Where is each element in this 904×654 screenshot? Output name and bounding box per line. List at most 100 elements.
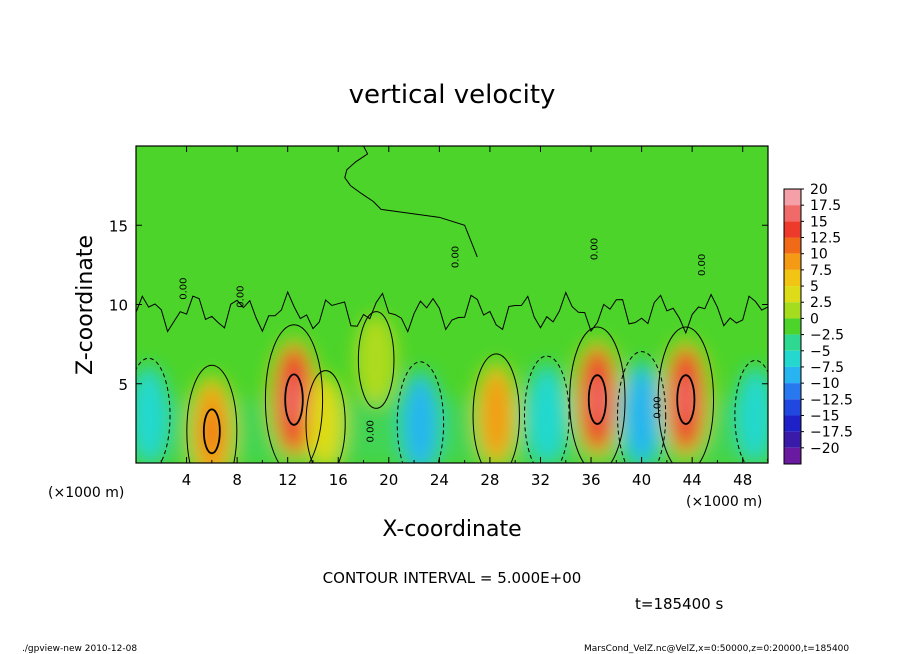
- y-axis-label: Z-coordinate: [73, 235, 98, 375]
- x-tick-label: 24: [430, 471, 449, 489]
- contour-line: [472, 353, 520, 463]
- colorbar: 2017.51512.5107.552.50−2.5−5−7.5−10−12.5…: [783, 182, 853, 465]
- colorbar-swatch: [784, 415, 801, 432]
- x-tick-label: 44: [683, 471, 702, 489]
- colorbar-label: −15: [810, 408, 840, 424]
- contour-interval: CONTOUR INTERVAL = 5.000E+00: [323, 569, 582, 587]
- contour-line: [657, 326, 715, 463]
- colorbar-swatch: [784, 221, 801, 238]
- colorbar-swatch: [784, 269, 801, 287]
- colorbar-label: −12.5: [810, 392, 853, 408]
- contour-line: [357, 311, 395, 409]
- x-tick-label: 8: [232, 471, 242, 489]
- colorbar-frame: [783, 188, 802, 465]
- footer-left: ./gpview-new 2010-12-08: [22, 644, 137, 654]
- colorbar-label: 5: [810, 279, 819, 295]
- colorbar-swatch: [784, 189, 801, 206]
- colorbar-label: −2.5: [810, 328, 844, 344]
- contour-line: [202, 408, 221, 455]
- contour-line-upper: [344, 146, 478, 258]
- field-cell-core: [285, 375, 303, 424]
- contour-line: [186, 364, 238, 463]
- x-tick-label: 4: [182, 471, 192, 489]
- contour-label: 0.00: [653, 396, 664, 418]
- x-tick-label: 20: [379, 471, 398, 489]
- contour-line: [617, 351, 667, 463]
- x-axis-unit: (×1000 m): [686, 494, 762, 510]
- field-cell: [313, 383, 338, 463]
- contour-line: [305, 370, 346, 463]
- y-tick-label: 10: [109, 297, 128, 315]
- field-cell: [742, 374, 768, 457]
- contour-line: [587, 374, 607, 425]
- x-tick-label: 48: [733, 471, 752, 489]
- colorbar-swatch: [784, 318, 801, 335]
- contour-line: [136, 357, 171, 463]
- colorbar-swatch: [784, 205, 801, 222]
- colorbar-swatch: [784, 253, 801, 270]
- y-tick-label: 15: [109, 217, 128, 235]
- colorbar-label: −10: [810, 376, 840, 392]
- contour-label: 0.00: [179, 278, 190, 300]
- field-cell-core: [589, 376, 606, 424]
- field-cell-core: [204, 409, 220, 453]
- colorbar-label: 15: [810, 214, 828, 230]
- field-cell: [532, 371, 561, 460]
- x-tick-label: 28: [480, 471, 499, 489]
- colorbar-swatch: [784, 350, 801, 367]
- contour-line: [396, 361, 445, 463]
- contour-label: 0.00: [450, 246, 461, 268]
- field-cell: [405, 378, 436, 463]
- field-cell: [481, 370, 512, 461]
- colorbar-swatch: [784, 399, 801, 416]
- contour-line: [569, 326, 626, 463]
- contour-line: [264, 324, 324, 463]
- x-axis-label: X-coordinate: [382, 517, 521, 542]
- contour-label: 0.00: [589, 238, 600, 260]
- chart-title: vertical velocity: [349, 80, 556, 110]
- contour-label: 0.00: [366, 420, 377, 442]
- y-axis-unit: (×1000 m): [48, 485, 124, 501]
- colorbar-swatch: [784, 286, 801, 303]
- contour-line: [524, 355, 570, 463]
- field-cell: [136, 373, 163, 458]
- colorbar-label: −5: [810, 344, 831, 360]
- colorbar-label: −20: [810, 441, 840, 457]
- y-tick-label: 5: [118, 376, 128, 394]
- colorbar-label: −17.5: [810, 425, 853, 441]
- colorbar-label: 20: [810, 182, 828, 198]
- field-cell-core: [677, 376, 694, 424]
- colorbar-label: 2.5: [810, 295, 832, 311]
- colorbar-label: 12.5: [810, 231, 841, 247]
- colorbar-swatch: [784, 302, 801, 319]
- field-blobs: [136, 315, 768, 463]
- colorbar-swatch: [784, 383, 801, 400]
- contour-lines: 0.00 0.00 0.00 0.00 0.00 0.00 0.00: [136, 146, 768, 463]
- x-tick-label: 12: [278, 471, 297, 489]
- contour-line: [676, 374, 696, 425]
- colorbar-swatch: [784, 237, 801, 254]
- footer-right: MarsCond_VelZ.nc@VelZ,x=0:50000,z=0:2000…: [584, 644, 849, 654]
- contour-line-zero: [136, 290, 768, 335]
- colorbar-swatch: [784, 334, 801, 351]
- x-tick-label: 16: [329, 471, 348, 489]
- field-cell: [364, 323, 388, 397]
- colorbar-label: 0: [810, 311, 819, 327]
- colorbar-label: −7.5: [810, 360, 844, 376]
- plot-area: 0.00 0.000.000.00 0.000.000.00 4 8 12 16 20 24 2…: [109, 145, 769, 489]
- field-cell: [626, 368, 657, 463]
- x-tick-label: 36: [581, 471, 600, 489]
- contour-label: 0.00: [697, 254, 708, 276]
- contour-line: [284, 373, 304, 426]
- contour-label: 0.00: [235, 285, 246, 307]
- x-tick-label: 40: [632, 471, 651, 489]
- x-tick-label: 32: [531, 471, 550, 489]
- time-label: t=185400 s: [635, 595, 723, 613]
- colorbar-swatch: [784, 366, 801, 384]
- colorbar-label: 17.5: [810, 198, 841, 214]
- colorbar-label: 10: [810, 247, 828, 263]
- colorbar-swatch: [784, 431, 801, 448]
- colorbar-swatch: [784, 447, 801, 464]
